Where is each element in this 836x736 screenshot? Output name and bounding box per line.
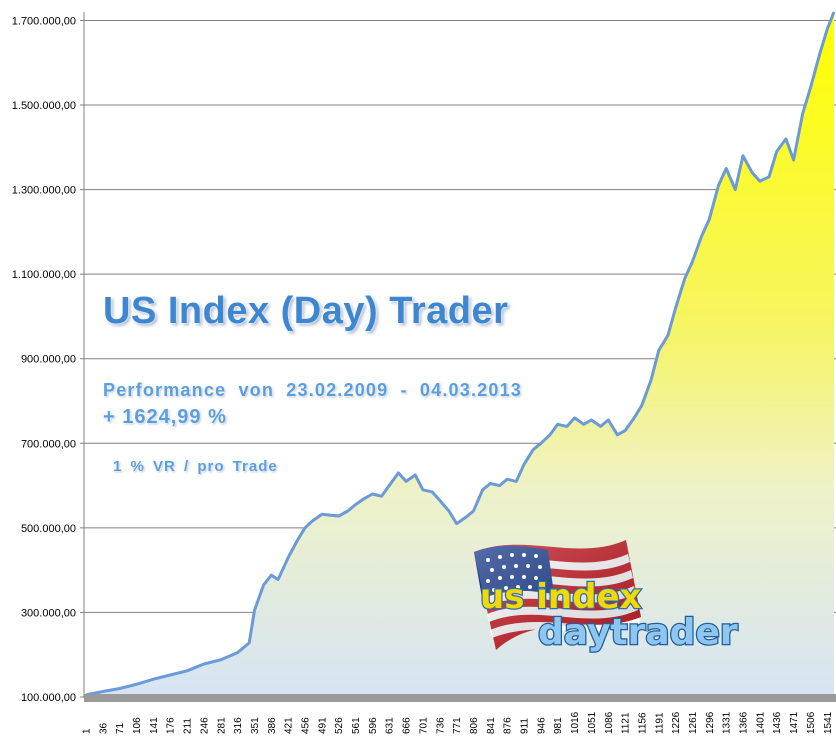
- equity-line: [85, 11, 836, 697]
- x-tick-label: 246: [199, 717, 210, 734]
- x-tick-label: 596: [368, 717, 379, 734]
- y-tick-label: 900.000,00: [21, 354, 76, 366]
- x-tick-label: 1: [82, 728, 93, 734]
- x-tick-label: 561: [351, 717, 362, 734]
- x-tick-label: 701: [418, 717, 429, 734]
- x-tick-label: 36: [98, 722, 109, 734]
- american-flag-icon: [474, 540, 641, 650]
- brand-logo: us index daytrader: [474, 540, 739, 654]
- x-tick-label: 841: [486, 717, 497, 734]
- chart-overlay-title: US Index (Day) Trader: [103, 290, 509, 332]
- x-tick-label: 1121: [621, 712, 632, 734]
- y-tick-label: 500.000,00: [21, 523, 76, 535]
- x-tick-label: 141: [149, 717, 160, 734]
- x-tick-label: 316: [233, 717, 244, 734]
- performance-period: Performance von 23.02.2009 - 04.03.2013: [103, 380, 523, 400]
- y-tick-label: 700.000,00: [21, 438, 76, 450]
- x-tick-label: 491: [317, 717, 328, 734]
- equity-area: [86, 12, 834, 697]
- x-tick-label: 631: [385, 717, 396, 734]
- x-tick-label: 1541: [823, 711, 834, 734]
- x-tick-label: 211: [183, 718, 194, 734]
- x-tick-label: 1296: [705, 711, 716, 734]
- x-tick-label: 526: [334, 717, 345, 734]
- x-tick-label: 1086: [604, 711, 615, 734]
- x-tick-label: 1226: [671, 711, 682, 734]
- x-tick-label: 1401: [755, 711, 766, 734]
- x-tick-label: 1051: [587, 711, 598, 734]
- grid-lines: [84, 19, 836, 613]
- y-tick-label: 1.700.000,00: [12, 15, 76, 27]
- y-tick-label: 1.300.000,00: [12, 185, 76, 197]
- x-tick-label: 911: [520, 718, 531, 734]
- x-tick-label: 1156: [637, 712, 648, 734]
- x-tick-label: 71: [115, 722, 126, 734]
- y-tick-label: 1.500.000,00: [12, 100, 76, 112]
- x-tick-label: 946: [536, 717, 547, 734]
- x-tick-label: 281: [216, 717, 227, 734]
- y-tick-label: 1.100.000,00: [12, 269, 76, 281]
- performance-gain: + 1624,99 %: [103, 406, 227, 428]
- x-axis-ticks: 1 36 71 106 141 176 211 246 281 316 351 386 421 456 49…: [82, 711, 834, 734]
- x-tick-label: 981: [553, 717, 564, 734]
- risk-per-trade: 1 % VR / pro Trade: [113, 458, 278, 475]
- x-tick-label: 771: [452, 717, 463, 734]
- x-tick-label: 806: [469, 717, 480, 734]
- x-tick-label: 106: [132, 717, 143, 734]
- x-tick-label: 421: [284, 717, 295, 734]
- x-tick-label: 386: [267, 717, 278, 734]
- y-axis-ticks: 100.000,00 300.000,00 500.000,00 700.000,00…: [12, 15, 84, 704]
- logo-line2: daytrader: [538, 612, 738, 653]
- x-tick-label: 1016: [570, 711, 581, 734]
- x-tick-label: 1331: [722, 711, 733, 734]
- x-tick-label: 876: [503, 717, 514, 734]
- y-tick-label: 100.000,00: [21, 692, 76, 704]
- x-tick-label: 1366: [739, 711, 750, 734]
- x-tick-label: 1191: [654, 712, 665, 734]
- x-tick-label: 176: [166, 717, 177, 734]
- x-tick-label: 736: [435, 717, 446, 734]
- logo-line1: us index: [480, 577, 642, 617]
- x-axis-band: [84, 694, 836, 702]
- y-tick-label: 300.000,00: [21, 607, 76, 619]
- x-tick-label: 1471: [789, 711, 800, 734]
- x-tick-label: 1261: [688, 711, 699, 734]
- x-tick-label: 351: [250, 717, 261, 734]
- x-tick-label: 1436: [772, 711, 783, 734]
- x-tick-label: 1506: [806, 711, 817, 734]
- x-tick-label: 456: [301, 717, 312, 734]
- x-tick-label: 666: [402, 717, 413, 734]
